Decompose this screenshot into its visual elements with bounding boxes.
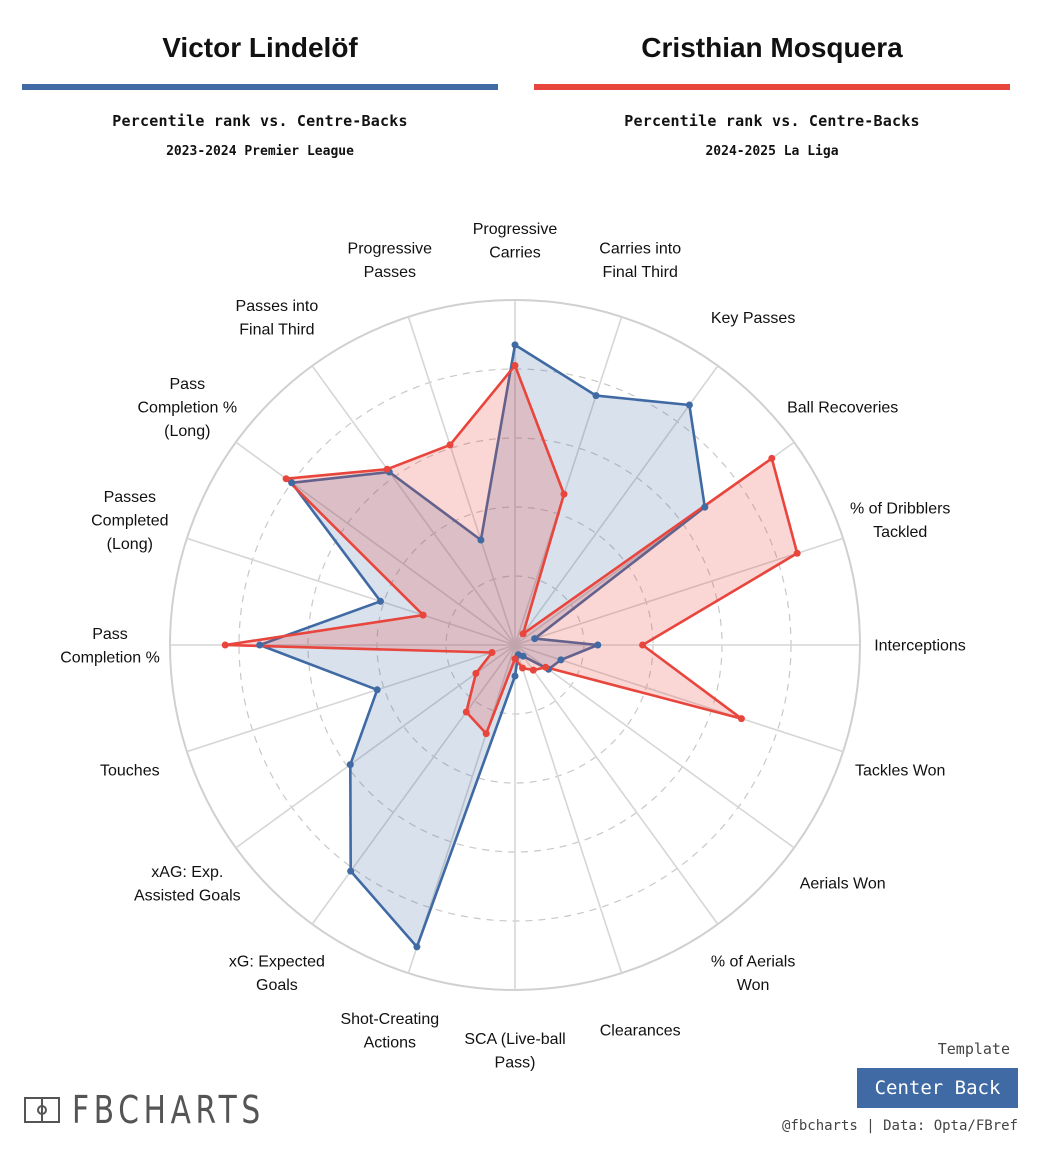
subtitle-left: Percentile rank vs. Centre-Backs xyxy=(112,112,408,130)
data-point xyxy=(594,641,602,649)
radar-spoke xyxy=(514,537,844,646)
pitch-icon xyxy=(24,1097,60,1123)
radar-spoke xyxy=(311,365,516,646)
radar-spoke xyxy=(186,537,516,646)
axis-label: % of Dribblers Tackled xyxy=(850,501,950,542)
data-point xyxy=(685,401,693,409)
radar-spoke xyxy=(514,644,719,925)
axis-label: xAG: Exp. Assisted Goals xyxy=(134,864,241,905)
data-point xyxy=(560,490,568,498)
axis-label: Passes Completed (Long) xyxy=(91,489,168,553)
radar-spoke xyxy=(235,441,516,646)
axis-label: Clearances xyxy=(600,1023,681,1040)
data-point xyxy=(639,641,647,649)
axis-label: % of Aerials Won xyxy=(711,953,795,994)
template-badge: Center Back xyxy=(857,1068,1018,1108)
data-point xyxy=(256,641,264,649)
axis-label: Touches xyxy=(100,763,160,780)
data-point xyxy=(511,341,519,349)
data-point xyxy=(519,630,527,638)
axis-label: SCA (Live-ball Pass) xyxy=(464,1031,565,1072)
radar-spoke xyxy=(514,644,795,849)
data-point xyxy=(529,666,537,674)
radar-spoke xyxy=(514,644,623,974)
data-point xyxy=(477,536,485,544)
data-point xyxy=(347,867,355,875)
data-point xyxy=(446,441,454,449)
axis-label: Passes into Final Third xyxy=(236,298,319,339)
data-credit: @fbcharts | Data: Opta/FBref xyxy=(781,1118,1018,1134)
data-point xyxy=(282,475,290,483)
data-point xyxy=(542,663,550,671)
data-point xyxy=(592,392,600,400)
axis-label: Shot-Creating Actions xyxy=(340,1011,439,1052)
data-point xyxy=(373,686,381,694)
radar-spoke xyxy=(514,316,623,646)
data-point xyxy=(531,635,539,643)
axis-label: Tackles Won xyxy=(855,763,945,780)
subtitle-right: Percentile rank vs. Centre-Backs xyxy=(624,112,920,130)
player-header-left: Victor Lindelöf Percentile rank vs. Cent… xyxy=(22,28,498,159)
data-point xyxy=(511,672,519,680)
data-point xyxy=(288,479,296,487)
data-point xyxy=(419,611,427,619)
radar-spoke xyxy=(407,316,516,646)
axis-label: Interceptions xyxy=(874,638,966,655)
axis-label: Progressive Carries xyxy=(473,221,558,261)
season-right: 2024-2025 La Liga xyxy=(705,144,839,159)
data-point xyxy=(511,655,519,663)
fbcharts-logo: FBCHARTS xyxy=(24,1088,319,1132)
data-point xyxy=(462,708,470,716)
axis-label: Aerials Won xyxy=(800,876,886,893)
axis-label: Pass Completion % xyxy=(60,626,160,667)
radar-spoke xyxy=(235,644,516,849)
season-left: 2023-2024 Premier League xyxy=(166,144,354,159)
data-point xyxy=(413,943,421,951)
data-point xyxy=(346,761,354,769)
player-name-right: Cristhian Mosquera xyxy=(641,32,903,63)
data-point xyxy=(768,454,776,462)
data-point xyxy=(383,465,391,473)
radar-spoke xyxy=(311,644,516,925)
data-point xyxy=(377,597,384,605)
template-label: Template xyxy=(937,1040,1010,1058)
player-header-right: Cristhian Mosquera Percentile rank vs. C… xyxy=(534,28,1010,159)
data-point xyxy=(557,656,565,664)
axis-label: Pass Completion % (Long) xyxy=(137,376,237,440)
data-point xyxy=(511,362,519,369)
data-point xyxy=(519,664,526,672)
data-point xyxy=(221,641,229,649)
player-color-bar-left xyxy=(22,84,498,90)
logo-text: FBCHARTS xyxy=(72,1088,265,1132)
player-color-bar-right xyxy=(534,84,1010,90)
data-point xyxy=(793,549,801,557)
radar-spoke xyxy=(514,644,844,753)
axis-label: xG: Expected Goals xyxy=(229,953,325,994)
data-point xyxy=(488,649,496,656)
axis-label: Key Passes xyxy=(711,310,795,327)
data-point xyxy=(482,730,490,738)
player-name-left: Victor Lindelöf xyxy=(162,32,358,63)
axis-label: Ball Recoveries xyxy=(787,399,898,416)
radar-spoke xyxy=(186,644,516,753)
axis-label: Carries into Final Third xyxy=(599,241,681,282)
data-point xyxy=(737,715,745,723)
data-point xyxy=(472,669,480,677)
radar-spoke xyxy=(514,365,719,646)
axis-label: Progressive Passes xyxy=(348,241,433,282)
data-point xyxy=(701,503,709,511)
